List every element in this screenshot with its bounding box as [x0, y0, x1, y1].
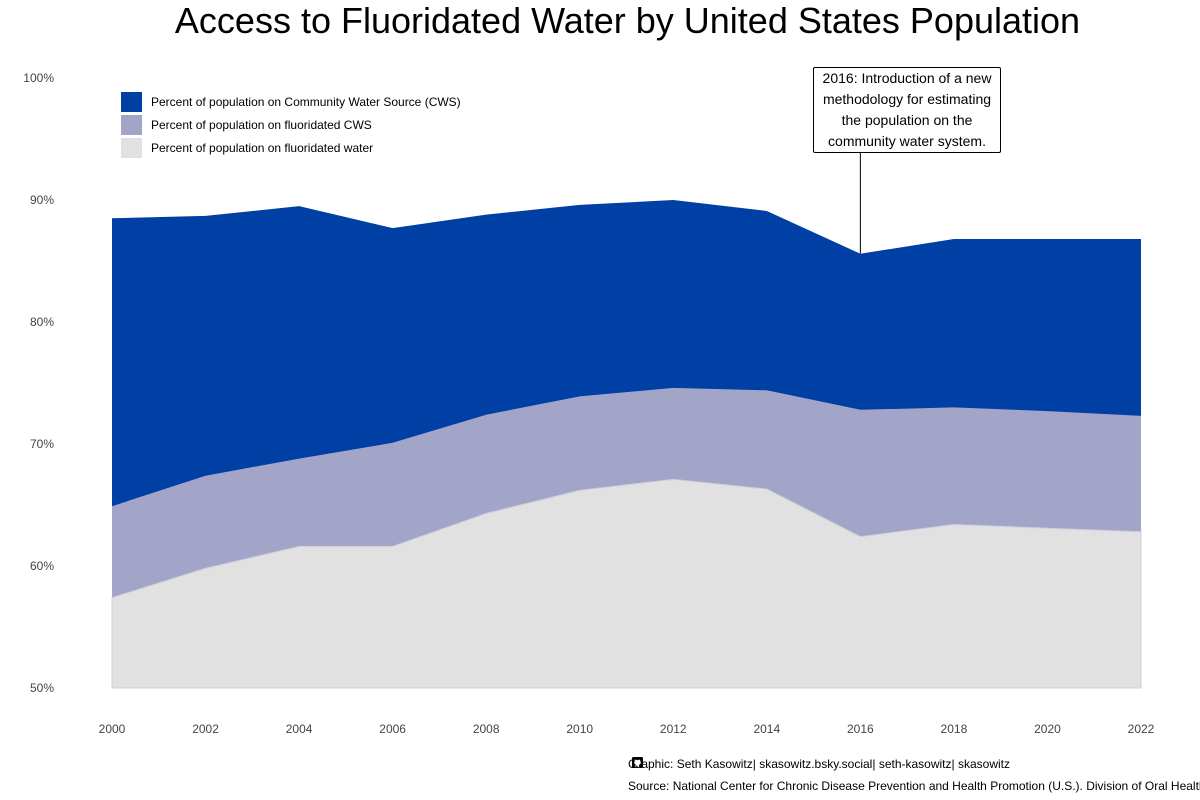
github-icon [632, 757, 643, 768]
github-handle[interactable]: skasowitz [957, 757, 1010, 771]
y-tick-label: 100% [23, 71, 54, 85]
y-axis: 50% 60% 70% 80% 90% 100% [23, 71, 54, 695]
x-tick-label: 2004 [286, 722, 313, 736]
x-tick-label: 2002 [192, 722, 219, 736]
x-axis: 2000 2002 2004 2006 2008 2010 2012 2014 2016 2018… [99, 722, 1155, 736]
area-layers [111, 200, 1142, 689]
author-name: Seth Kasowitz [676, 757, 753, 771]
x-tick-label: 2018 [941, 722, 968, 736]
x-tick-label: 2008 [473, 722, 500, 736]
legend-label: Percent of population on fluoridated CWS [151, 118, 372, 132]
y-tick-label: 50% [30, 681, 54, 695]
y-tick-label: 60% [30, 559, 54, 573]
x-tick-label: 2010 [566, 722, 593, 736]
x-tick-label: 2014 [753, 722, 780, 736]
y-tick-label: 90% [30, 193, 54, 207]
legend-swatch [121, 92, 142, 112]
source-note: Source: National Center for Chronic Dise… [628, 779, 1200, 793]
y-tick-label: 70% [30, 437, 54, 451]
x-tick-label: 2022 [1128, 722, 1155, 736]
legend: Percent of population on Community Water… [121, 92, 461, 158]
annotation-box: 2016: Introduction of a new methodology … [813, 67, 1001, 153]
y-tick-label: 80% [30, 315, 54, 329]
legend-swatch [121, 115, 142, 135]
x-tick-label: 2000 [99, 722, 126, 736]
x-tick-label: 2016 [847, 722, 874, 736]
x-tick-label: 2006 [379, 722, 406, 736]
x-tick-label: 2012 [660, 722, 687, 736]
linkedin-handle[interactable]: seth-kasowitz [878, 757, 952, 771]
legend-label: Percent of population on Community Water… [151, 95, 461, 109]
bluesky-handle[interactable]: skasowitz.bsky.social [759, 757, 873, 771]
x-tick-label: 2020 [1034, 722, 1061, 736]
chart-title: Access to Fluoridated Water by United St… [174, 0, 1081, 41]
legend-swatch [121, 138, 142, 158]
credit-line: Graphic: Seth Kasowitz| skasowitz.bsky.s… [628, 757, 1010, 771]
legend-label: Percent of population on fluoridated wat… [151, 141, 373, 155]
area-series-3 [111, 478, 1142, 689]
